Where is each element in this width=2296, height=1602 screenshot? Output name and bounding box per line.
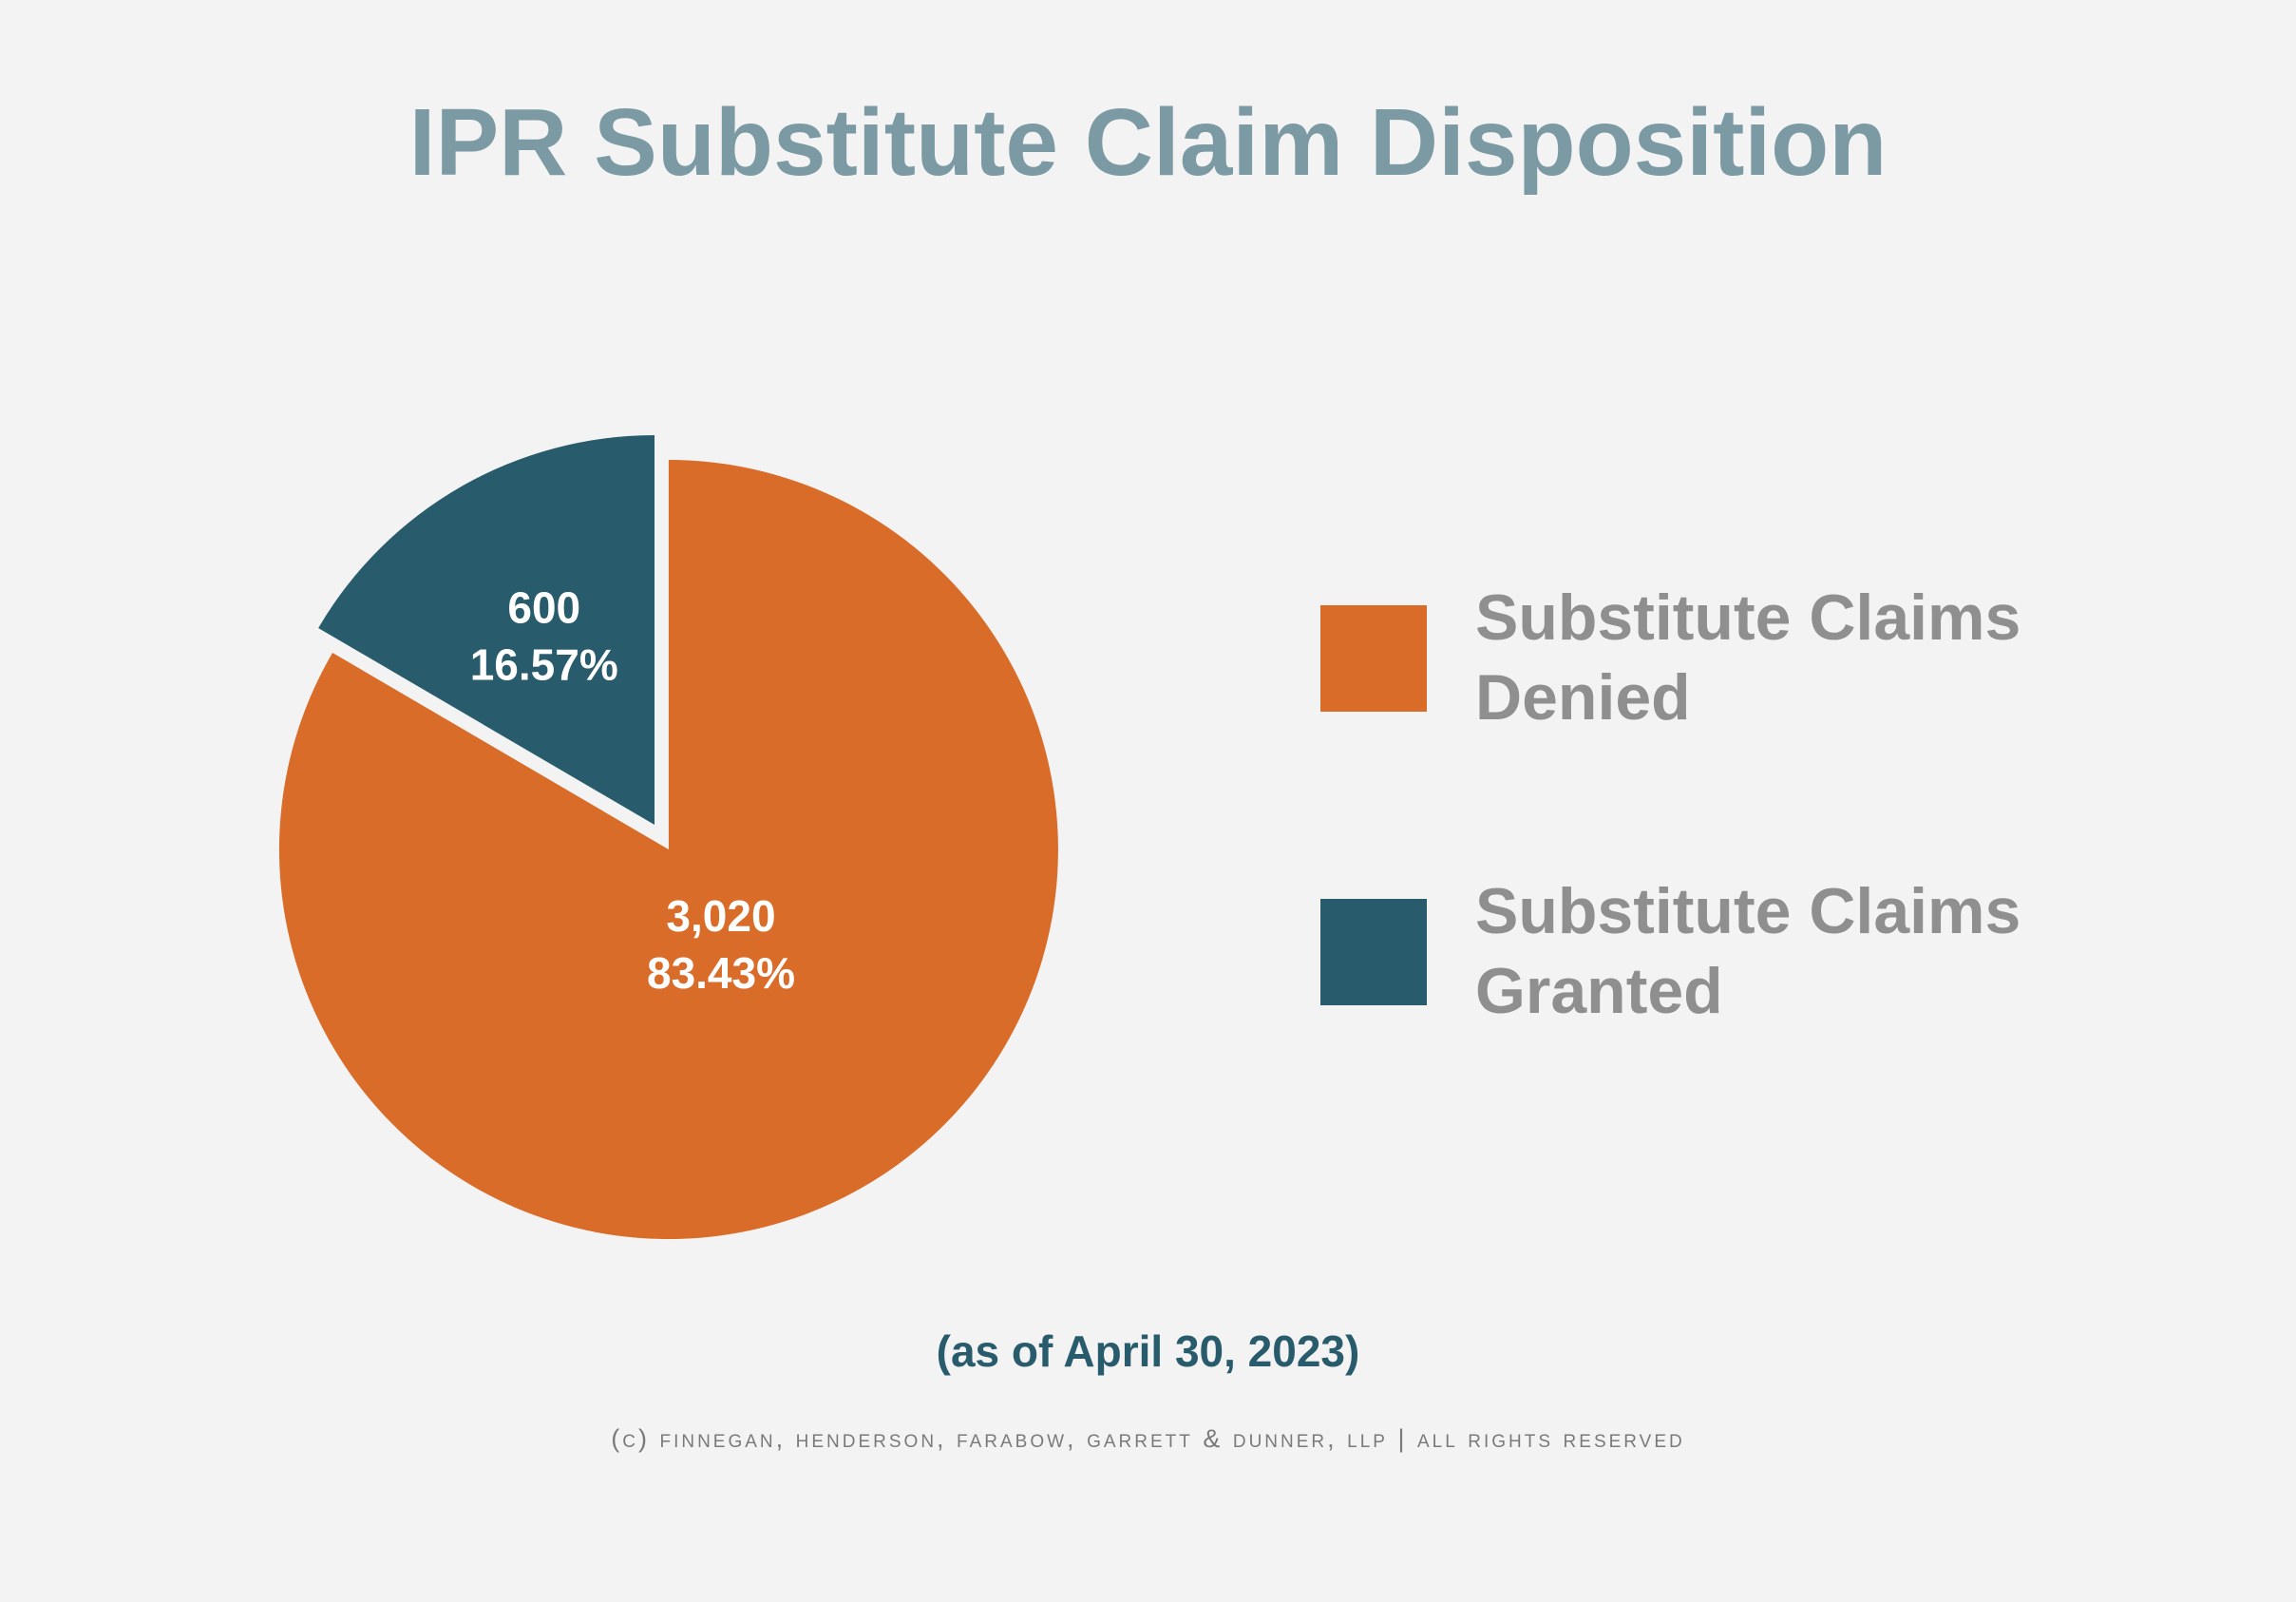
slice-value-label-granted: 600 xyxy=(507,582,580,632)
slice-percent-label-denied: 83.43% xyxy=(647,948,795,998)
slice-value-label-denied: 3,020 xyxy=(666,891,775,941)
legend-label-granted: Substitute Claims Granted xyxy=(1475,875,2021,1027)
legend: Substitute Claims Denied Substitute Clai… xyxy=(1320,0,2270,1602)
chart-subtitle: (as of April 30, 2023) xyxy=(936,1326,1360,1376)
legend-label-denied: Substitute Claims Denied xyxy=(1475,582,2021,734)
legend-swatch-granted xyxy=(1320,899,1427,1005)
pie-slice-denied xyxy=(278,460,1058,1240)
slice-percent-label-granted: 16.57% xyxy=(470,639,618,689)
legend-swatch-denied xyxy=(1320,605,1427,712)
pie-slice-granted xyxy=(318,435,655,825)
copyright-notice: (c) finnegan, henderson, farabow, garret… xyxy=(611,1424,1685,1453)
chart-title: IPR Substitute Claim Disposition xyxy=(408,89,1888,196)
